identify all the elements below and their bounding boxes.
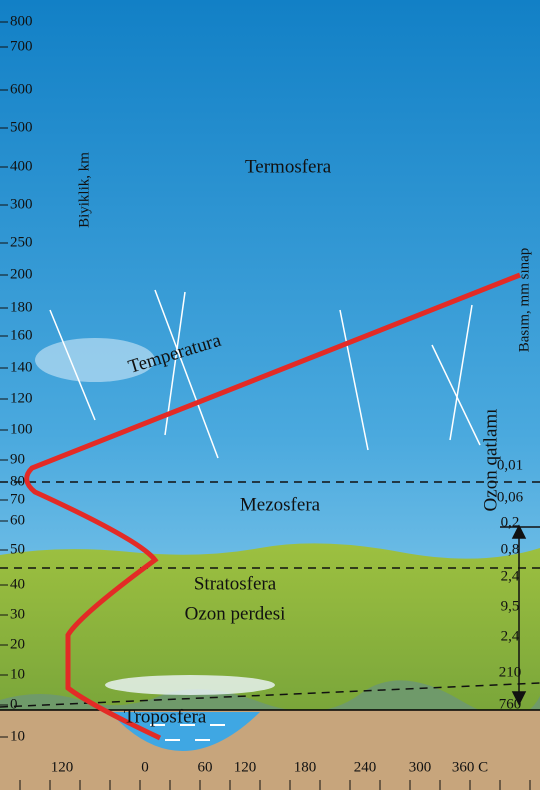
ozone-arrow	[500, 524, 540, 706]
altitude-tick-label: 90	[10, 451, 25, 467]
altitude-tick-label: 300	[10, 196, 33, 212]
ozone-label: Ozon qatlamı	[480, 409, 501, 512]
temperature-tick-label: 180	[294, 759, 317, 775]
altitude-tick-label: 10	[10, 666, 25, 682]
altitude-tick-label: 50	[10, 541, 25, 557]
pressure-tick-label: 2,4	[501, 628, 520, 644]
axes: 8007006005004003002502001801601401201009…	[0, 13, 531, 790]
altitude-tick-label: 40	[10, 576, 25, 592]
ground	[0, 710, 540, 790]
altitude-tick-label: 500	[10, 119, 33, 135]
altitude-tick-label: 70	[10, 491, 25, 507]
altitude-tick-label: 80	[10, 473, 25, 489]
clouds	[105, 675, 275, 695]
temperature-curve	[24, 272, 521, 741]
temperature-tick-label: 120	[234, 759, 257, 775]
altitude-tick-label: 20	[10, 636, 25, 652]
water	[110, 712, 260, 751]
pressure-tick-label: 0,2	[501, 514, 520, 530]
altitude-tick-label: 600	[10, 81, 33, 97]
stratosphere-label: Stratosfera	[194, 573, 277, 594]
altitude-tick-label: 120	[10, 390, 33, 406]
altitude-tick-label: 250	[10, 234, 33, 250]
water-waves	[150, 724, 225, 741]
temperature-tick-label: 240	[354, 759, 377, 775]
altitude-tick-label: 100	[10, 421, 33, 437]
pressure-tick-label: 0,06	[497, 489, 524, 505]
altitude-tick-label: 180	[10, 299, 33, 315]
clouds	[35, 338, 155, 382]
pressure-tick-label: 0,8	[501, 541, 520, 557]
pressure-tick-label: 2,4	[501, 568, 520, 584]
pressure-tick-label: 0,01	[497, 457, 523, 473]
hills	[0, 680, 540, 718]
altitude-tick-label: 160	[10, 327, 33, 343]
altitude-axis-label: Biyiklik, km	[76, 152, 92, 228]
meteors	[49, 289, 481, 459]
stratosphere-band	[0, 543, 540, 710]
troposphere-label: Troposfera	[124, 706, 207, 727]
altitude-tick-label: 400	[10, 158, 33, 174]
temperature-tick-label: 60	[198, 759, 213, 775]
altitude-tick-label: 700	[10, 38, 33, 54]
altitude-tick-label: 800	[10, 13, 33, 29]
pressure-axis-label: Basım, mm sınap	[516, 248, 532, 353]
altitude-tick-label: 0	[10, 696, 18, 712]
ozone-layer-label: Ozon perdesi	[185, 603, 286, 624]
mesosphere-label: Mezosfera	[240, 494, 321, 515]
thermosphere-label: Termosfera	[245, 156, 332, 177]
temperature-tick-label: 0	[141, 759, 149, 775]
temperature-tick-label: 300	[409, 759, 432, 775]
altitude-tick-label: 30	[10, 606, 25, 622]
pressure-tick-label: 210	[499, 664, 522, 680]
temperature-tick-label: 120	[51, 759, 74, 775]
altitude-tick-label: 60	[10, 512, 25, 528]
altitude-tick-label: 200	[10, 266, 33, 282]
pressure-tick-label: 9,5	[501, 598, 520, 614]
pressure-tick-label: 760	[499, 696, 522, 712]
temperature-tick-label: 360 C	[452, 759, 488, 775]
altitude-tick-label: 10	[10, 728, 25, 744]
altitude-tick-label: 140	[10, 359, 33, 375]
